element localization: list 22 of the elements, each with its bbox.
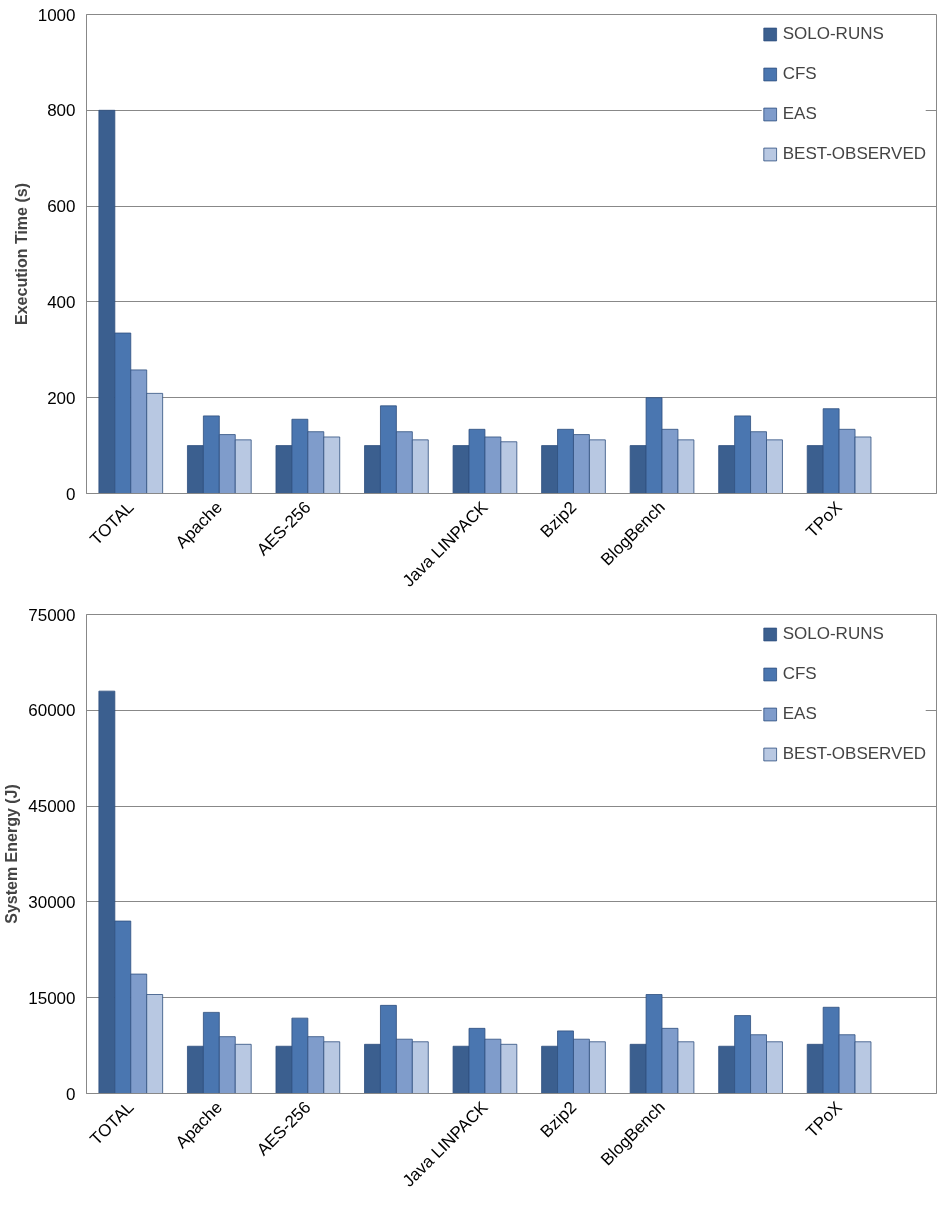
y-tick-label: 0	[66, 1084, 76, 1104]
y-tick-label: 600	[47, 197, 76, 217]
y-tick-label: 800	[47, 101, 76, 121]
legend-label: BEST-OBSERVED	[782, 144, 926, 164]
y-tick-label: 30000	[28, 892, 76, 912]
y-axis-title: System Energy (J)	[3, 784, 21, 924]
legend-label: SOLO-RUNS	[782, 624, 884, 644]
legend-label: EAS	[782, 104, 817, 124]
y-tick-label: 15000	[28, 988, 76, 1008]
legend-label: EAS	[782, 704, 817, 724]
y-tick-label: 1000	[37, 5, 76, 25]
legend-label: CFS	[782, 64, 817, 84]
legend-label: BEST-OBSERVED	[782, 744, 926, 764]
y-tick-label: 75000	[28, 605, 76, 625]
y-tick-label: 200	[47, 388, 76, 408]
legend-label: SOLO-RUNS	[782, 24, 884, 44]
y-tick-label: 0	[66, 484, 76, 504]
y-axis-title: Execution Time (s)	[12, 183, 30, 325]
y-tick-label: 60000	[28, 701, 76, 721]
y-tick-label: 45000	[28, 797, 76, 817]
y-tick-label: 400	[47, 292, 76, 312]
legend-label: CFS	[782, 664, 817, 684]
